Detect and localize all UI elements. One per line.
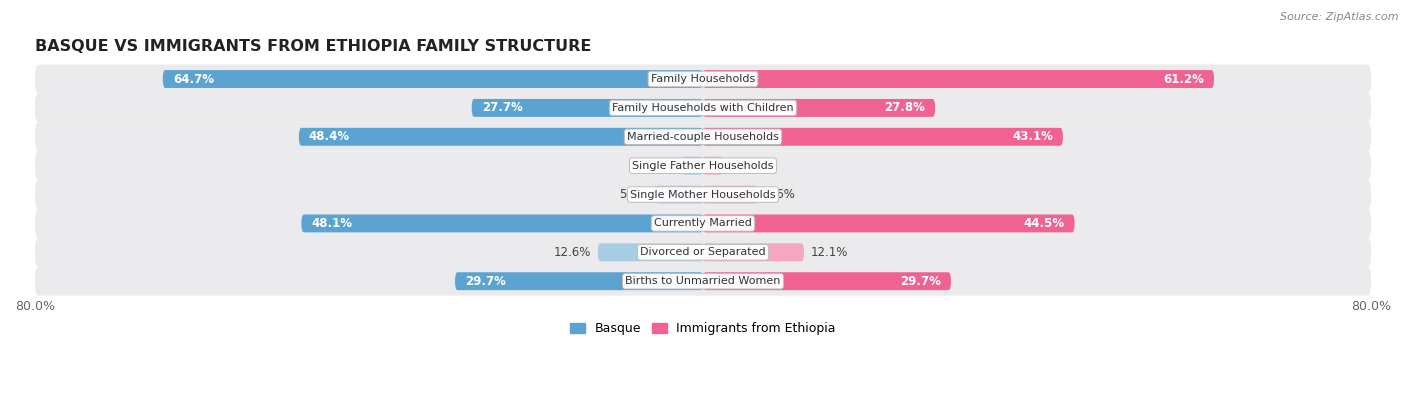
FancyBboxPatch shape (598, 243, 703, 261)
FancyBboxPatch shape (456, 272, 703, 290)
FancyBboxPatch shape (703, 128, 1063, 146)
Text: 48.4%: 48.4% (309, 130, 350, 143)
Text: Single Mother Households: Single Mother Households (630, 190, 776, 199)
FancyBboxPatch shape (35, 122, 1371, 151)
Text: 12.6%: 12.6% (554, 246, 591, 259)
Text: 44.5%: 44.5% (1024, 217, 1064, 230)
Text: Births to Unmarried Women: Births to Unmarried Women (626, 276, 780, 286)
Text: 48.1%: 48.1% (311, 217, 353, 230)
FancyBboxPatch shape (703, 272, 950, 290)
Text: Single Father Households: Single Father Households (633, 161, 773, 171)
FancyBboxPatch shape (35, 209, 1371, 238)
FancyBboxPatch shape (471, 99, 703, 117)
FancyBboxPatch shape (299, 128, 703, 146)
FancyBboxPatch shape (301, 214, 703, 232)
Text: 64.7%: 64.7% (173, 73, 214, 86)
Text: 2.5%: 2.5% (645, 159, 675, 172)
FancyBboxPatch shape (703, 70, 1213, 88)
FancyBboxPatch shape (682, 157, 703, 175)
Text: 43.1%: 43.1% (1012, 130, 1053, 143)
Text: 29.7%: 29.7% (900, 275, 941, 288)
Text: 6.6%: 6.6% (765, 188, 794, 201)
FancyBboxPatch shape (703, 99, 935, 117)
Text: BASQUE VS IMMIGRANTS FROM ETHIOPIA FAMILY STRUCTURE: BASQUE VS IMMIGRANTS FROM ETHIOPIA FAMIL… (35, 39, 592, 54)
FancyBboxPatch shape (703, 157, 723, 175)
FancyBboxPatch shape (35, 238, 1371, 267)
FancyBboxPatch shape (35, 267, 1371, 295)
Text: 29.7%: 29.7% (465, 275, 506, 288)
Text: Currently Married: Currently Married (654, 218, 752, 228)
FancyBboxPatch shape (703, 243, 804, 261)
Text: 2.4%: 2.4% (730, 159, 759, 172)
Text: Family Households with Children: Family Households with Children (612, 103, 794, 113)
Text: 27.7%: 27.7% (482, 102, 523, 115)
Text: Family Households: Family Households (651, 74, 755, 84)
FancyBboxPatch shape (35, 151, 1371, 180)
Text: Source: ZipAtlas.com: Source: ZipAtlas.com (1281, 12, 1399, 22)
Text: 12.1%: 12.1% (811, 246, 848, 259)
FancyBboxPatch shape (35, 65, 1371, 94)
FancyBboxPatch shape (703, 186, 758, 203)
Text: 27.8%: 27.8% (884, 102, 925, 115)
Legend: Basque, Immigrants from Ethiopia: Basque, Immigrants from Ethiopia (565, 317, 841, 340)
FancyBboxPatch shape (655, 186, 703, 203)
Text: Divorced or Separated: Divorced or Separated (640, 247, 766, 257)
FancyBboxPatch shape (703, 214, 1074, 232)
Text: 61.2%: 61.2% (1163, 73, 1204, 86)
Text: 5.7%: 5.7% (619, 188, 648, 201)
FancyBboxPatch shape (35, 180, 1371, 209)
Text: Married-couple Households: Married-couple Households (627, 132, 779, 142)
FancyBboxPatch shape (163, 70, 703, 88)
FancyBboxPatch shape (35, 94, 1371, 122)
